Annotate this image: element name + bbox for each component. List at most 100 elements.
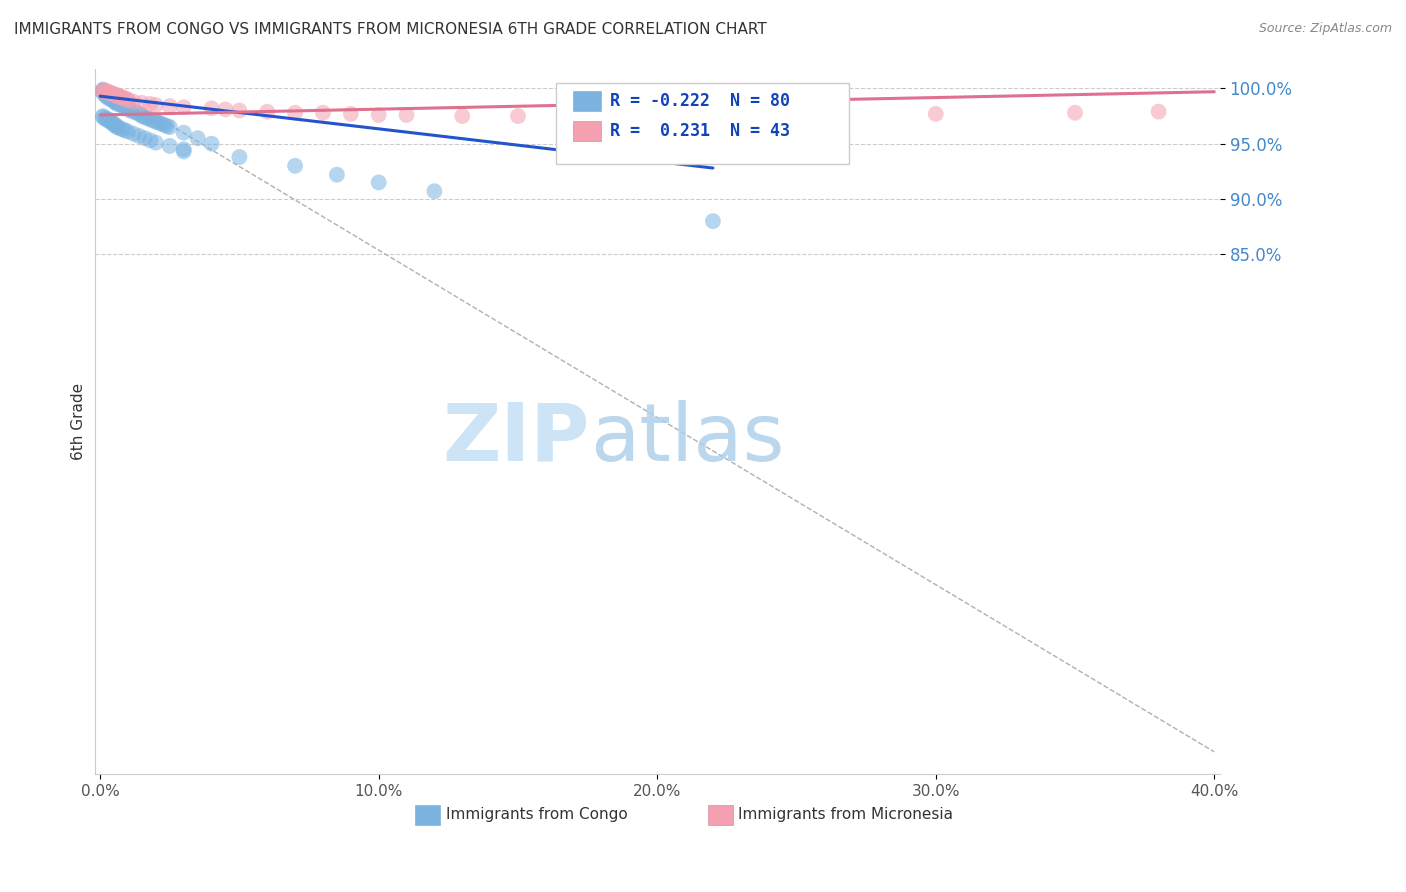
Point — [100, 93, 122, 107]
Point — [105, 88, 128, 103]
Text: atlas: atlas — [589, 400, 785, 478]
Point — [142, 113, 165, 128]
Point — [122, 104, 145, 119]
Point — [562, 109, 585, 123]
Point — [103, 95, 125, 109]
Point — [730, 107, 752, 121]
Bar — [415, 805, 440, 825]
Point — [108, 90, 131, 104]
Point — [173, 145, 195, 159]
Point — [103, 87, 125, 101]
Point — [619, 109, 641, 123]
Point — [117, 93, 139, 107]
Point — [94, 85, 117, 99]
Point — [122, 95, 145, 109]
Point — [228, 150, 250, 164]
Point — [100, 86, 122, 100]
Point — [94, 112, 117, 126]
Point — [925, 107, 948, 121]
Point — [228, 103, 250, 118]
Text: Immigrants from Micronesia: Immigrants from Micronesia — [738, 807, 953, 822]
Bar — [572, 91, 600, 111]
Point — [340, 107, 363, 121]
Point — [200, 136, 222, 151]
Text: ZIP: ZIP — [443, 400, 589, 478]
Point — [91, 109, 114, 123]
Point — [1064, 105, 1087, 120]
Point — [100, 114, 122, 128]
Point — [97, 91, 120, 105]
Point — [91, 86, 114, 100]
Point — [125, 105, 148, 120]
Point — [173, 100, 195, 114]
Point — [136, 112, 159, 126]
Point — [111, 99, 134, 113]
Point — [131, 95, 153, 110]
Point — [153, 118, 176, 132]
Point — [97, 85, 120, 99]
Point — [214, 103, 236, 117]
Point — [91, 82, 114, 96]
Point — [114, 99, 136, 113]
Point — [131, 109, 153, 123]
Point — [94, 86, 117, 100]
Point — [94, 88, 117, 103]
Point — [94, 84, 117, 98]
Point — [103, 93, 125, 107]
Bar — [572, 121, 600, 141]
Point — [200, 101, 222, 115]
Point — [134, 131, 156, 145]
Text: Source: ZipAtlas.com: Source: ZipAtlas.com — [1258, 22, 1392, 36]
Point — [97, 88, 120, 103]
Point — [105, 89, 128, 103]
Point — [117, 103, 139, 117]
Point — [114, 100, 136, 114]
Point — [91, 85, 114, 99]
Point — [117, 94, 139, 108]
Point — [139, 112, 162, 127]
Point — [97, 113, 120, 128]
Point — [173, 126, 195, 140]
Point — [100, 116, 122, 130]
Point — [145, 136, 167, 150]
Point — [111, 98, 134, 112]
Point — [114, 91, 136, 105]
Point — [108, 95, 131, 110]
Point — [673, 108, 696, 122]
Point — [105, 96, 128, 111]
Point — [103, 94, 125, 108]
Point — [100, 87, 122, 101]
Point — [148, 116, 170, 130]
Point — [256, 104, 278, 119]
Point — [111, 122, 134, 136]
Point — [94, 112, 117, 127]
Point — [97, 112, 120, 127]
Point — [159, 139, 181, 153]
Point — [91, 84, 114, 98]
Point — [105, 95, 128, 109]
Point — [367, 176, 389, 190]
Point — [105, 120, 128, 135]
Point — [312, 105, 335, 120]
Point — [100, 90, 122, 104]
FancyBboxPatch shape — [555, 83, 848, 164]
Point — [284, 105, 307, 120]
Point — [108, 89, 131, 103]
Point — [97, 90, 120, 104]
Point — [117, 124, 139, 138]
Point — [91, 110, 114, 124]
Point — [91, 85, 114, 99]
Point — [1147, 104, 1170, 119]
Point — [367, 108, 389, 122]
Point — [139, 96, 162, 111]
Point — [159, 120, 181, 135]
Point — [117, 101, 139, 115]
Point — [100, 91, 122, 105]
Point — [108, 96, 131, 111]
Point — [128, 128, 150, 143]
Point — [451, 109, 474, 123]
Point — [94, 85, 117, 99]
Bar — [707, 805, 733, 825]
Point — [103, 118, 125, 132]
Point — [91, 84, 114, 98]
